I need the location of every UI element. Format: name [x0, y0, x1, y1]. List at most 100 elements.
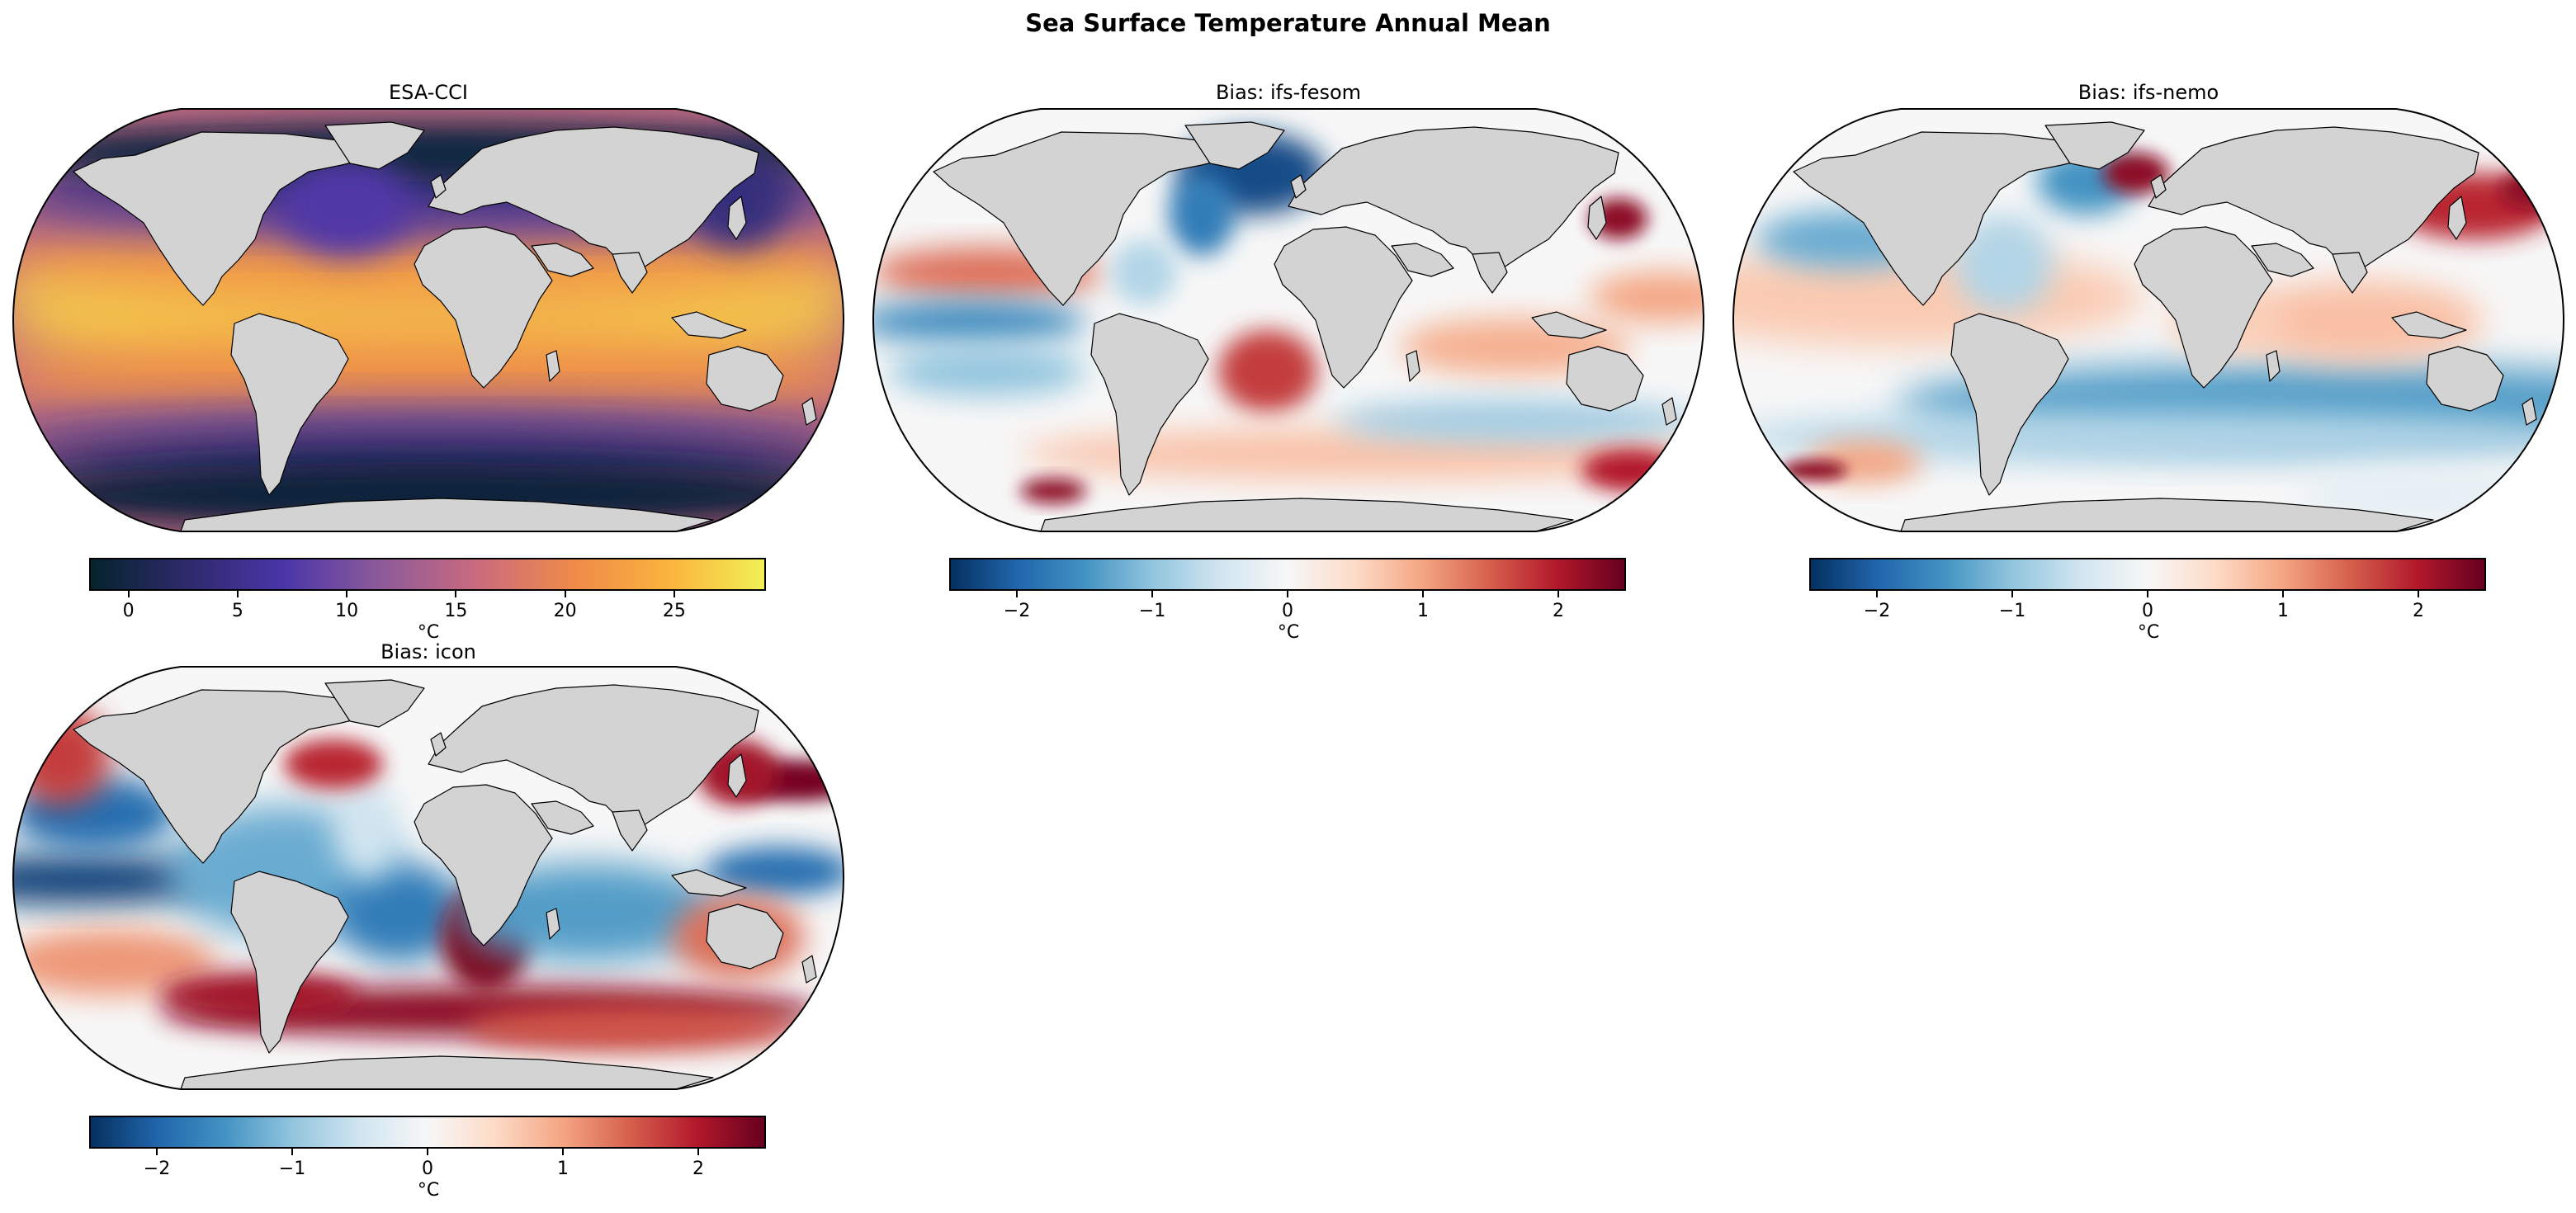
colorbar-tick-label: 2 [2413, 601, 2424, 621]
land-madagascar [546, 350, 560, 382]
map-frame [12, 666, 845, 1090]
panel-title: Bias: icon [380, 640, 476, 663]
land-africa [1274, 226, 1413, 389]
colorbar-tick [236, 591, 239, 597]
land-africa [2134, 226, 2273, 389]
colorbar-bias-ifs-nemo [1809, 558, 2486, 591]
field-anomaly [1733, 413, 2557, 462]
colorbar-tick-label: 2 [692, 1159, 704, 1179]
panel-bias-icon: Bias: icon −2 −1 0 1 2 °C [12, 558, 845, 1213]
map-esa-cci [12, 108, 845, 532]
colorbar-ticks: −2 −1 0 1 2 [949, 591, 1626, 624]
colorbar-tick-label: −2 [1863, 601, 1891, 621]
colorbar-tick [346, 591, 348, 597]
map-bias-ifs-fesom [872, 108, 1705, 532]
land-japan [1587, 196, 1607, 240]
panel-title: Bias: ifs-nemo [2077, 81, 2219, 104]
land-south-america [230, 313, 349, 496]
land-antarctica [1040, 498, 1574, 531]
colorbar-tick [1557, 591, 1559, 597]
colorbar-tick-label: 20 [553, 601, 577, 621]
land-new-zealand [801, 397, 817, 426]
land-south-america [230, 871, 349, 1054]
land-new-zealand [801, 955, 817, 984]
field-anomaly [13, 929, 218, 995]
land-arabia [1391, 243, 1454, 277]
colorbar-tick-label: −1 [1138, 601, 1166, 621]
colorbar-tick [2147, 591, 2148, 597]
land-arabia [2251, 243, 2314, 277]
colorbar-tick [1287, 591, 1288, 597]
land-africa [414, 226, 553, 389]
land-india [2332, 252, 2368, 294]
land-madagascar [1406, 350, 1420, 382]
colorbar-tick-label: −2 [1003, 601, 1031, 621]
land-africa [414, 784, 553, 946]
panel-title: ESA-CCI [389, 81, 468, 104]
colorbar-tick [673, 591, 675, 597]
panel-title: Bias: ifs-fesom [1215, 81, 1362, 104]
land-new-zealand [2522, 397, 2537, 426]
land-greenland [324, 121, 425, 170]
field-anomaly [1111, 239, 1177, 305]
land-uk [430, 732, 447, 757]
colorbar-ticks: −2 −1 0 1 2 [1809, 591, 2486, 624]
field-anomaly [1020, 429, 1704, 479]
colorbar-bias-icon [89, 1116, 766, 1149]
land-greenland [1184, 121, 1285, 170]
land-south-america [1090, 313, 1209, 496]
colorbar-ticks: 0 5 10 15 20 25 [89, 591, 766, 624]
field-anomaly [1590, 198, 1647, 239]
land-antarctica [180, 498, 714, 531]
land-australia [1566, 346, 1644, 412]
colorbar-tick-label: 0 [422, 1159, 433, 1179]
land-uk [2150, 174, 2167, 199]
land-japan [2447, 196, 2467, 240]
field-anomaly [1169, 173, 1235, 256]
colorbar-tick-label: 5 [231, 601, 243, 621]
panel-esa-cci: ESA-CCI 0 5 10 15 20 25 °C [12, 0, 845, 652]
colorbar-tick-label: 1 [557, 1159, 569, 1179]
land-new-zealand [1661, 397, 1677, 426]
map-frame [12, 108, 845, 532]
figure-title: Sea Surface Temperature Annual Mean [1025, 9, 1551, 37]
colorbar-tick-label: −1 [1998, 601, 2026, 621]
land-uk [430, 174, 447, 199]
colorbar-unit-label: °C [417, 622, 440, 643]
land-madagascar [2266, 350, 2281, 382]
land-arabia [531, 243, 594, 277]
land-india [1472, 252, 1508, 294]
colorbar-tick [697, 1149, 699, 1155]
field-anomaly [1334, 400, 1697, 441]
colorbar-tick [291, 1149, 293, 1155]
land-australia [2426, 346, 2504, 412]
colorbar-tick [1876, 591, 1878, 597]
colorbar-tick-label: 10 [335, 601, 359, 621]
land-india [612, 252, 648, 294]
land-uk [1290, 174, 1307, 199]
field-anomaly [13, 855, 226, 904]
field-anomaly [1581, 450, 1680, 491]
colorbar-tick-label: 0 [1282, 601, 1293, 621]
colorbar-unit-label: °C [2137, 622, 2160, 643]
colorbar-tick [562, 1149, 564, 1155]
land-eurasia [428, 126, 759, 271]
colorbar-tick [1016, 591, 1018, 597]
land-antarctica [180, 1055, 714, 1089]
land-arabia [531, 800, 594, 835]
map-bias-ifs-nemo [1732, 108, 2565, 532]
field-anomaly [333, 863, 466, 962]
field-anomaly [280, 157, 412, 256]
colorbar-esa-cci [89, 558, 766, 591]
land-antarctica [1900, 498, 2434, 531]
colorbar-bias-ifs-fesom [949, 558, 1626, 591]
colorbar-tick [2418, 591, 2419, 597]
land-australia [706, 904, 784, 970]
colorbar-tick-label: 0 [122, 601, 135, 621]
colorbar-unit-label: °C [1277, 622, 1300, 643]
land-eurasia [2148, 126, 2479, 271]
colorbar-tick [455, 591, 457, 597]
field-anomaly [1020, 479, 1086, 503]
colorbar-tick-label: 15 [444, 601, 468, 621]
land-australia [706, 346, 784, 412]
